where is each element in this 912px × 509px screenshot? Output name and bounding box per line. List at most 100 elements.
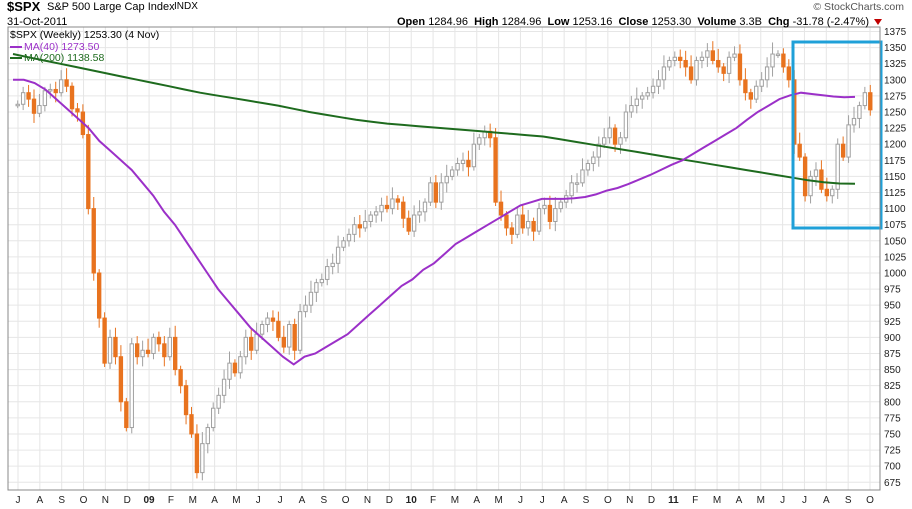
candle-body xyxy=(183,385,189,416)
x-tick-label: N xyxy=(102,495,109,506)
candle xyxy=(661,55,667,90)
candle-body xyxy=(118,356,124,403)
candle xyxy=(439,173,444,210)
candle-body xyxy=(216,394,221,409)
candle-body xyxy=(140,349,145,358)
candle-body xyxy=(748,92,753,100)
candle xyxy=(808,170,813,204)
candle-body xyxy=(124,401,129,429)
candle-body xyxy=(178,369,183,387)
candle xyxy=(612,124,618,152)
y-tick-label: 1250 xyxy=(884,108,907,119)
ma200-line xyxy=(12,53,856,185)
candle-body xyxy=(395,198,401,203)
candle xyxy=(31,89,37,123)
x-tick-label: J xyxy=(16,495,21,506)
x-tick-label: F xyxy=(430,495,436,506)
candle xyxy=(211,402,216,432)
candle xyxy=(330,253,335,275)
x-tick-label: S xyxy=(321,495,328,506)
close-label: Close xyxy=(618,16,649,28)
x-tick-label: O xyxy=(604,495,612,506)
candle-body xyxy=(26,92,31,100)
candle xyxy=(428,177,433,207)
candle-body xyxy=(699,56,705,61)
candle xyxy=(102,312,107,368)
ohlc-readout: Open 1284.96 High 1284.96 Low 1253.16 Cl… xyxy=(397,16,883,28)
candle-body xyxy=(135,343,140,358)
candle xyxy=(156,331,162,352)
candle xyxy=(42,86,48,112)
y-tick-label: 800 xyxy=(884,397,901,408)
candle-body xyxy=(629,105,634,113)
y-tick-label: 950 xyxy=(884,301,901,312)
candle-body xyxy=(623,111,629,139)
candle xyxy=(357,215,363,238)
candle-body xyxy=(830,188,835,197)
candle xyxy=(113,327,118,365)
candle xyxy=(515,207,520,239)
candle xyxy=(368,211,373,228)
candle-body xyxy=(525,220,531,229)
candle xyxy=(748,88,753,109)
candle-body xyxy=(862,92,868,107)
y-tick-label: 1150 xyxy=(884,172,906,183)
candle-body xyxy=(330,262,335,268)
legend-price: $SPX (Weekly) 1253.30 (4 Nov) xyxy=(10,29,159,41)
x-tick-label: D xyxy=(648,495,655,506)
candle-body xyxy=(373,211,379,216)
candle xyxy=(857,101,862,129)
x-tick-label: O xyxy=(866,495,874,506)
candle-body xyxy=(716,59,721,68)
candle-body xyxy=(107,336,113,364)
candle-body xyxy=(401,201,406,219)
candle xyxy=(531,217,536,241)
y-tick-label: 675 xyxy=(884,478,901,489)
candle xyxy=(764,57,770,88)
candle xyxy=(37,93,42,118)
candle-body xyxy=(379,204,384,213)
candle-body xyxy=(667,59,672,68)
candle-body xyxy=(346,233,352,242)
candle-body xyxy=(775,53,781,57)
candle xyxy=(249,327,254,360)
x-tick-label: D xyxy=(386,495,393,506)
candle xyxy=(422,198,428,222)
candle-body xyxy=(42,90,48,107)
candle xyxy=(743,68,748,101)
x-tick-label: O xyxy=(80,495,88,506)
candle xyxy=(678,49,683,69)
candle xyxy=(547,195,553,230)
candle-body xyxy=(102,317,107,364)
candle xyxy=(846,115,851,163)
candle-body xyxy=(189,414,194,435)
candle-body xyxy=(254,333,259,351)
candle-body xyxy=(726,56,732,74)
candle-body xyxy=(232,362,238,374)
candle xyxy=(504,211,509,236)
candle-body xyxy=(91,208,96,274)
candle xyxy=(683,50,688,77)
candle xyxy=(129,338,134,434)
candle-body xyxy=(542,204,547,210)
candle-body xyxy=(688,66,694,81)
candle-body xyxy=(69,85,75,110)
x-tick-label: A xyxy=(823,495,830,506)
y-tick-label: 1175 xyxy=(884,156,906,167)
candle-body xyxy=(129,343,134,429)
candle xyxy=(162,336,167,367)
candle-body xyxy=(759,79,764,87)
candle xyxy=(297,303,303,355)
x-tick-label: D xyxy=(124,495,131,506)
candle xyxy=(716,48,721,73)
candle-body xyxy=(205,427,210,445)
low-value: 1253.16 xyxy=(572,16,613,28)
plot-frame xyxy=(7,26,881,491)
y-tick-label: 875 xyxy=(884,349,901,360)
candle xyxy=(433,175,439,208)
candle xyxy=(596,136,601,167)
candle-body xyxy=(607,127,612,139)
x-tick-label: A xyxy=(736,495,743,506)
candle xyxy=(585,159,591,176)
